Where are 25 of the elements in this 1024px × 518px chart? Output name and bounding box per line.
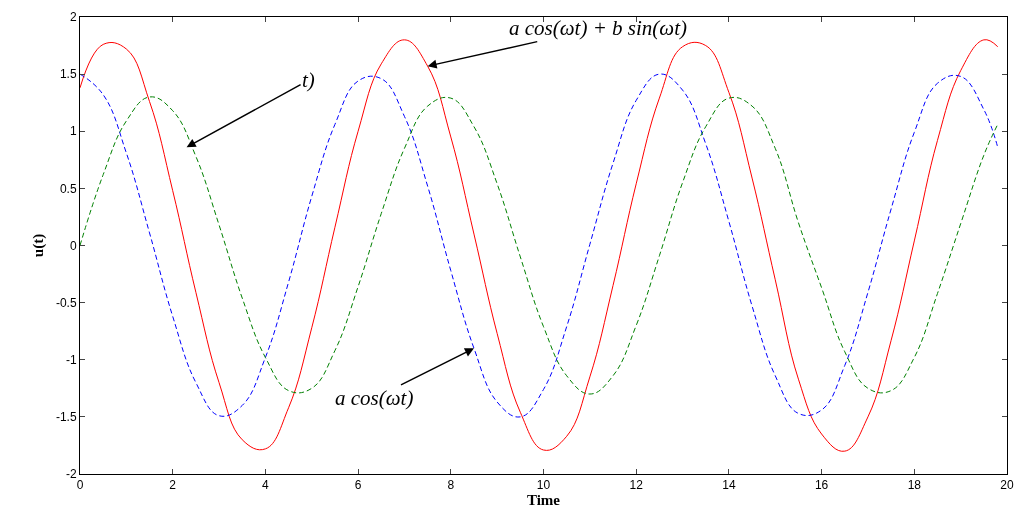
y-tick-label: -1 bbox=[65, 352, 77, 367]
x-tick-label: 4 bbox=[262, 478, 270, 493]
x-tick-label: 18 bbox=[907, 478, 922, 493]
y-tick-label: 0 bbox=[69, 238, 77, 253]
x-tick-label: 20 bbox=[1000, 478, 1014, 493]
x-tick-label: 2 bbox=[169, 478, 177, 493]
x-tick-label: 10 bbox=[536, 478, 551, 493]
y-tick-label: 0.5 bbox=[59, 181, 77, 196]
y-tick-label: 1 bbox=[69, 124, 77, 139]
x-tick-label: 14 bbox=[722, 478, 736, 493]
x-tick-label: 8 bbox=[447, 478, 455, 493]
annotation: a cos(ωt) + b sin(ωt) bbox=[509, 16, 687, 40]
annotation: t) bbox=[302, 68, 315, 92]
annotation: a cos(ωt) bbox=[335, 386, 414, 410]
x-tick-label: 6 bbox=[354, 478, 362, 493]
line-series bbox=[80, 39, 999, 452]
y-tick-label: -0.5 bbox=[55, 295, 77, 310]
x-axis-title: Time bbox=[526, 492, 561, 509]
y-tick-label: 1.5 bbox=[59, 67, 77, 82]
y-axis-title: u(t) bbox=[30, 233, 48, 258]
x-tick-label: 16 bbox=[814, 478, 829, 493]
y-tick-label: -2 bbox=[65, 467, 77, 482]
y-tick-label: 2 bbox=[69, 10, 77, 25]
y-tick-label: -1.5 bbox=[55, 410, 77, 425]
x-tick-label: 12 bbox=[629, 478, 644, 493]
